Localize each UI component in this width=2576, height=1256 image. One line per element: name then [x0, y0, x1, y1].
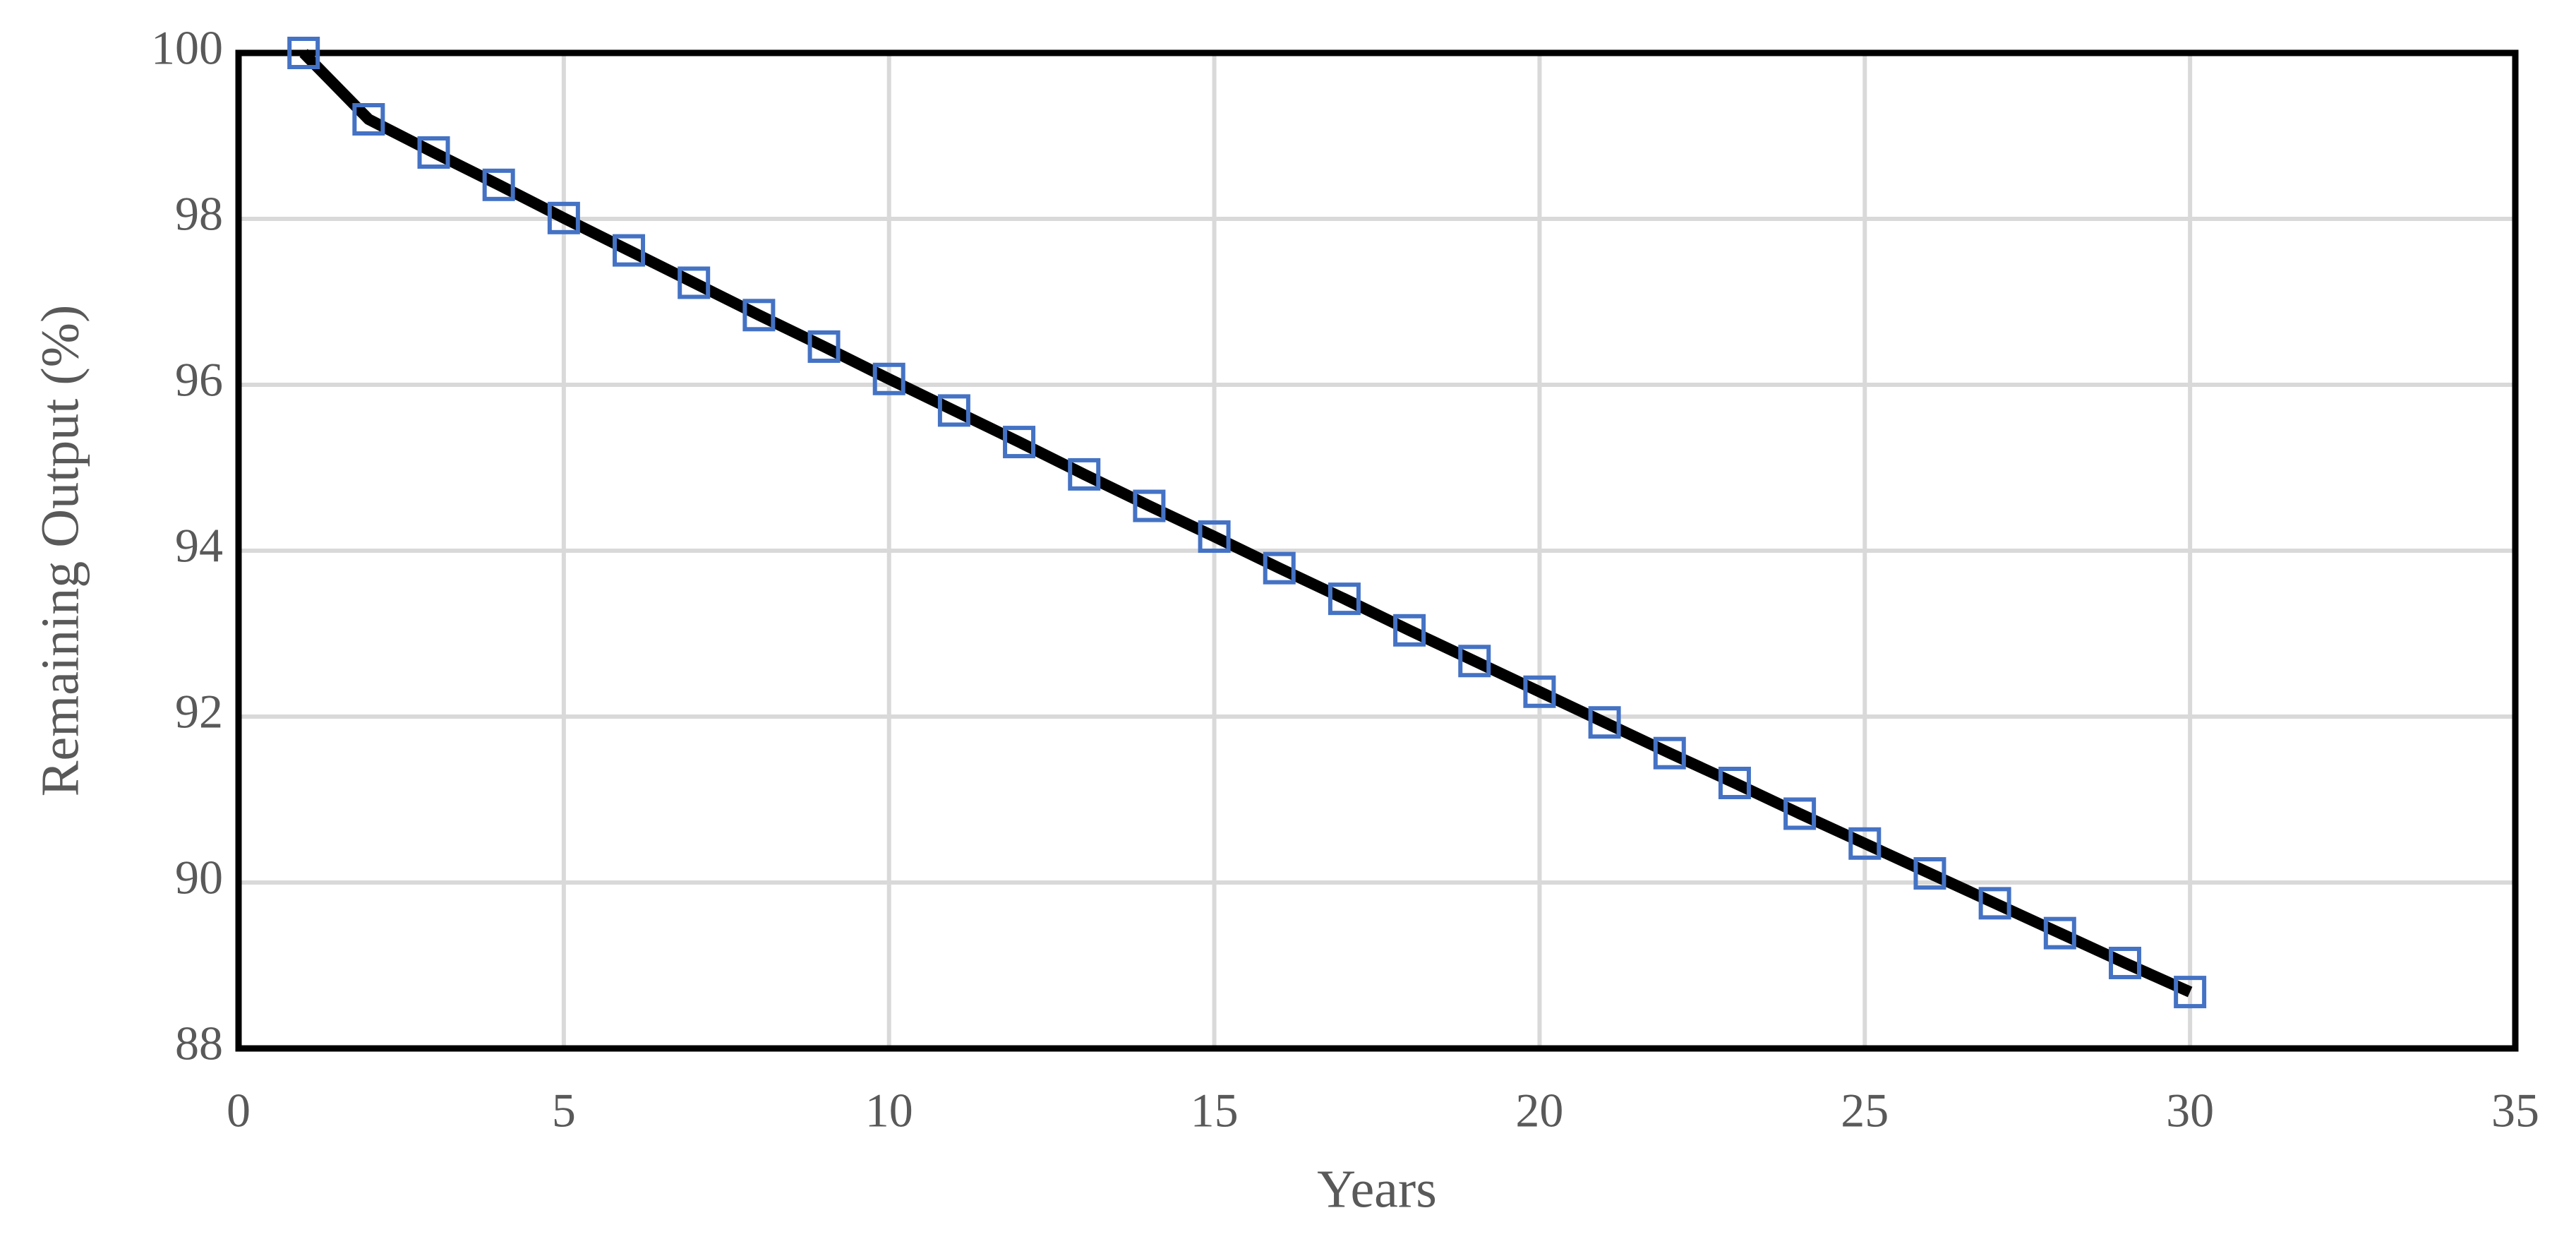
marker: [2174, 976, 2207, 1009]
marker: [872, 362, 905, 395]
marker: [1393, 614, 1426, 647]
marker: [1718, 767, 1751, 799]
x-tick-label: 15: [1191, 1084, 1239, 1137]
marker: [2043, 916, 2076, 950]
marker: [742, 299, 776, 332]
marker: [1263, 551, 1296, 585]
marker: [1913, 857, 1946, 890]
marker: [1783, 797, 1817, 830]
y-tick-label: 94: [175, 519, 223, 573]
y-tick-label: 92: [175, 685, 223, 738]
marker: [352, 103, 385, 136]
x-tick-label: 25: [1841, 1084, 1889, 1137]
y-tick-label: 88: [175, 1017, 223, 1070]
y-tick-label: 96: [175, 353, 223, 407]
x-tick-label: 0: [227, 1084, 251, 1137]
marker: [482, 168, 515, 201]
marker: [547, 201, 580, 234]
plot-border: [235, 49, 2519, 1052]
marker: [1848, 827, 1882, 860]
x-tick-label: 10: [865, 1084, 913, 1137]
series-line: [299, 49, 2193, 998]
marker: [1133, 489, 1166, 522]
marker: [1588, 706, 1621, 739]
marker: [1068, 457, 1101, 491]
y-tick-label: 100: [151, 21, 223, 75]
marker: [613, 234, 646, 267]
marker: [1978, 887, 2011, 920]
marker: [2108, 946, 2141, 979]
marker: [1328, 582, 1361, 616]
marker: [417, 136, 450, 169]
x-tick-label: 35: [2491, 1084, 2539, 1137]
marker: [1458, 645, 1491, 678]
x-axis-title: Years: [1317, 1159, 1437, 1219]
marker: [807, 330, 841, 363]
marker: [678, 266, 711, 299]
marker: [1198, 520, 1231, 554]
y-tick-label: 90: [175, 851, 223, 904]
marker: [287, 37, 320, 69]
marker: [1003, 426, 1036, 459]
marker: [937, 394, 970, 427]
marker: [1653, 736, 1686, 770]
y-tick-label: 98: [175, 187, 223, 241]
y-axis-title: Remaining Output (%): [30, 305, 90, 797]
x-tick-label: 20: [1515, 1084, 1563, 1137]
x-tick-label: 30: [2166, 1084, 2214, 1137]
x-tick-label: 5: [552, 1084, 576, 1137]
marker: [1523, 675, 1556, 708]
